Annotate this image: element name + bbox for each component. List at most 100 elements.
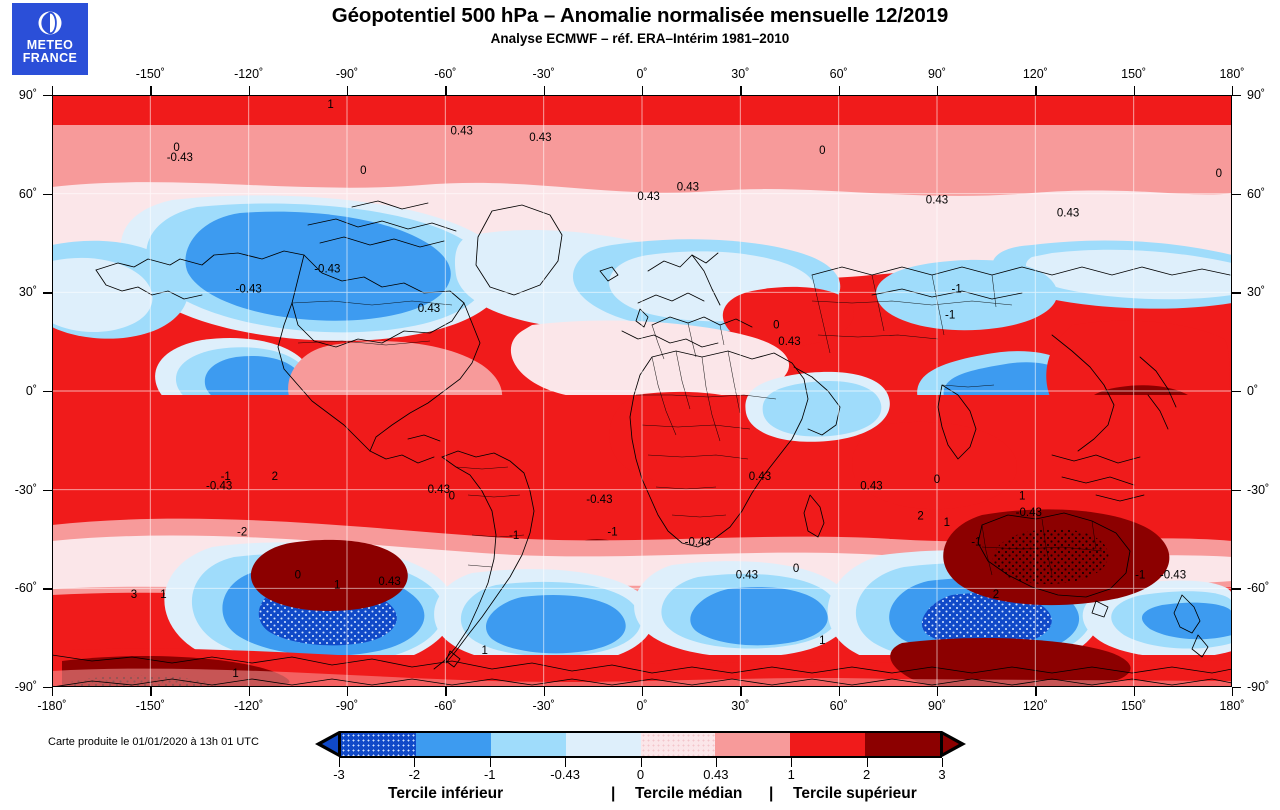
lon-tick-bottom-90 [937, 687, 939, 696]
lon-label-top-120: 120˚ [1022, 67, 1048, 81]
lon-tick-bottom--90 [347, 687, 349, 696]
contour-label-5: 0 [360, 165, 366, 177]
contour-label-49: 1 [232, 668, 238, 680]
lon-tick-bottom--150 [150, 687, 152, 696]
lat-label-right-60: 60˚ [1247, 186, 1266, 201]
contour-label-10: 0.43 [1057, 208, 1079, 220]
lat-label-left--90: -90˚ [14, 680, 37, 694]
colorbar-left-arrow-fill [322, 735, 338, 753]
lon-tick-top-180 [1232, 86, 1234, 95]
contour-label-35: 0.43 [736, 569, 758, 581]
lat-tick-left--60 [43, 588, 52, 590]
colorbar-tick-4 [640, 758, 642, 767]
meteo-france-emblem-icon [38, 11, 62, 35]
colorbar-tick-label-2: -1 [483, 767, 496, 782]
lat-tick-right--90 [1232, 687, 1241, 689]
colorbar-tick-0 [339, 758, 340, 767]
contour-label-3: 0 [173, 142, 179, 154]
contour-label-1: 0.43 [451, 125, 473, 137]
lat-label-left-60: 60˚ [18, 186, 37, 201]
lat-tick-left-0 [43, 391, 52, 393]
colorbar-right-arrow-fill [943, 735, 959, 753]
lon-label-bottom--90: -90˚ [335, 699, 359, 713]
colorbar-band-4 [640, 733, 716, 756]
contour-label-21: -2 [237, 527, 247, 539]
lon-label-bottom-150: 150˚ [1121, 699, 1147, 713]
colorbar-band-0 [341, 733, 416, 756]
colorbar-tick-3 [565, 758, 567, 767]
lon-label-top-0: 0˚ [636, 67, 648, 81]
colorbar-tick-label-5: 0.43 [703, 767, 729, 782]
production-caption: Carte produite le 01/01/2020 à 13h 01 UT… [48, 736, 259, 748]
tercile-upper-label: Tercile supérieur [793, 785, 917, 802]
contour-label-0: 1 [327, 99, 333, 111]
colorbar-tick-label-6: 1 [787, 767, 795, 782]
contour-label-27: 1 [160, 589, 166, 601]
lon-tick-top--120 [248, 86, 251, 95]
page-subtitle: Analyse ECMWF – réf. ERA–Intérim 1981–20… [490, 31, 790, 46]
colorbar-tick-8 [942, 758, 943, 767]
tercile-median-label: Tercile médian [635, 785, 743, 802]
colorbar-tick-label-4: 0 [636, 767, 645, 782]
lat-label-left--60: -60˚ [14, 581, 37, 596]
lat-label-right--30: -30˚ [1247, 482, 1270, 497]
contour-label-15: 0.43 [778, 336, 800, 348]
lon-label-top-180: 180˚ [1219, 67, 1245, 81]
lon-label-top--150: -150˚ [135, 67, 165, 81]
contour-label-13: -0.43 [314, 264, 340, 276]
lon-tick-bottom--30 [543, 687, 546, 696]
lat-label-right-0: 0˚ [1247, 384, 1259, 398]
lon-label-bottom-30: 30˚ [731, 699, 750, 713]
tercile-separator-2: | [769, 785, 774, 802]
colorbar-band-6 [790, 733, 866, 756]
anomaly-map: 1 0.43 0.43 0 -0.43 0 0 0.43 0.43 0.43 0.43 0 -0.43 -… [52, 95, 1232, 687]
contour-label-41: -1 [971, 537, 981, 549]
lat-tick-left-90 [43, 95, 52, 97]
contour-label-42: 1 [1019, 491, 1025, 503]
contour-label-12: -0.43 [236, 283, 262, 295]
lon-label-top--90: -90˚ [335, 67, 359, 81]
lon-label-top--60: -60˚ [434, 67, 457, 81]
lat-label-right--90: -90˚ [1247, 680, 1270, 694]
lon-tick-top--60 [445, 86, 447, 95]
colorbar-tick-label-7: 2 [863, 767, 871, 782]
colorbar-tick-6 [791, 758, 793, 767]
lat-label-left-0: 0˚ [25, 384, 37, 398]
contour-label-11: 0 [1216, 168, 1222, 180]
contour-label-23: 1 [334, 579, 340, 591]
lon-tick-bottom-180 [1232, 687, 1234, 696]
contour-label-25: 2 [272, 471, 278, 483]
contour-label-22: 0 [295, 569, 301, 581]
lon-tick-top--150 [150, 86, 152, 95]
lon-tick-bottom-30 [740, 687, 742, 696]
lat-tick-right--30 [1232, 489, 1241, 492]
colorbar-band-5 [715, 733, 791, 756]
logo-line-1: METEO [26, 38, 74, 52]
tercile-legend: Tercile inférieur | Tercile médian | Ter… [313, 785, 968, 805]
lat-tick-left--90 [43, 687, 52, 689]
contour-label-44: -1 [1135, 569, 1145, 581]
contour-label-8: 0.43 [637, 191, 659, 203]
colorbar-band-7 [865, 733, 940, 756]
lat-tick-right-90 [1232, 95, 1241, 97]
lon-label-bottom-180: 180˚ [1219, 699, 1245, 713]
anomaly-colorbar[interactable] [339, 731, 942, 758]
lat-tick-right-30 [1232, 292, 1241, 294]
contour-label-30: -0.43 [586, 494, 612, 506]
lon-label-top-30: 30˚ [731, 67, 750, 81]
contour-label-14: 0.43 [418, 303, 440, 315]
colorbar-container[interactable]: -3 -2 -1 -0.43 0 0.43 1 2 3 [313, 731, 968, 782]
meteo-france-logo: METEO FRANCE [12, 3, 88, 75]
lat-tick-left--30 [43, 489, 52, 492]
lon-label-bottom--180: -180˚ [37, 699, 67, 713]
contour-label-34: 0.43 [749, 471, 771, 483]
contour-label-39: 2 [917, 510, 923, 522]
lon-tick-top-150 [1133, 86, 1136, 95]
lon-label-top-150: 150˚ [1121, 67, 1147, 81]
lon-tick-top--90 [347, 86, 349, 95]
lon-label-bottom-120: 120˚ [1022, 699, 1048, 713]
lat-label-left--30: -30˚ [14, 482, 37, 497]
lat-label-left-30: 30˚ [18, 285, 37, 300]
lat-tick-right-0 [1232, 391, 1241, 393]
contour-label-28: 0.43 [428, 484, 450, 496]
